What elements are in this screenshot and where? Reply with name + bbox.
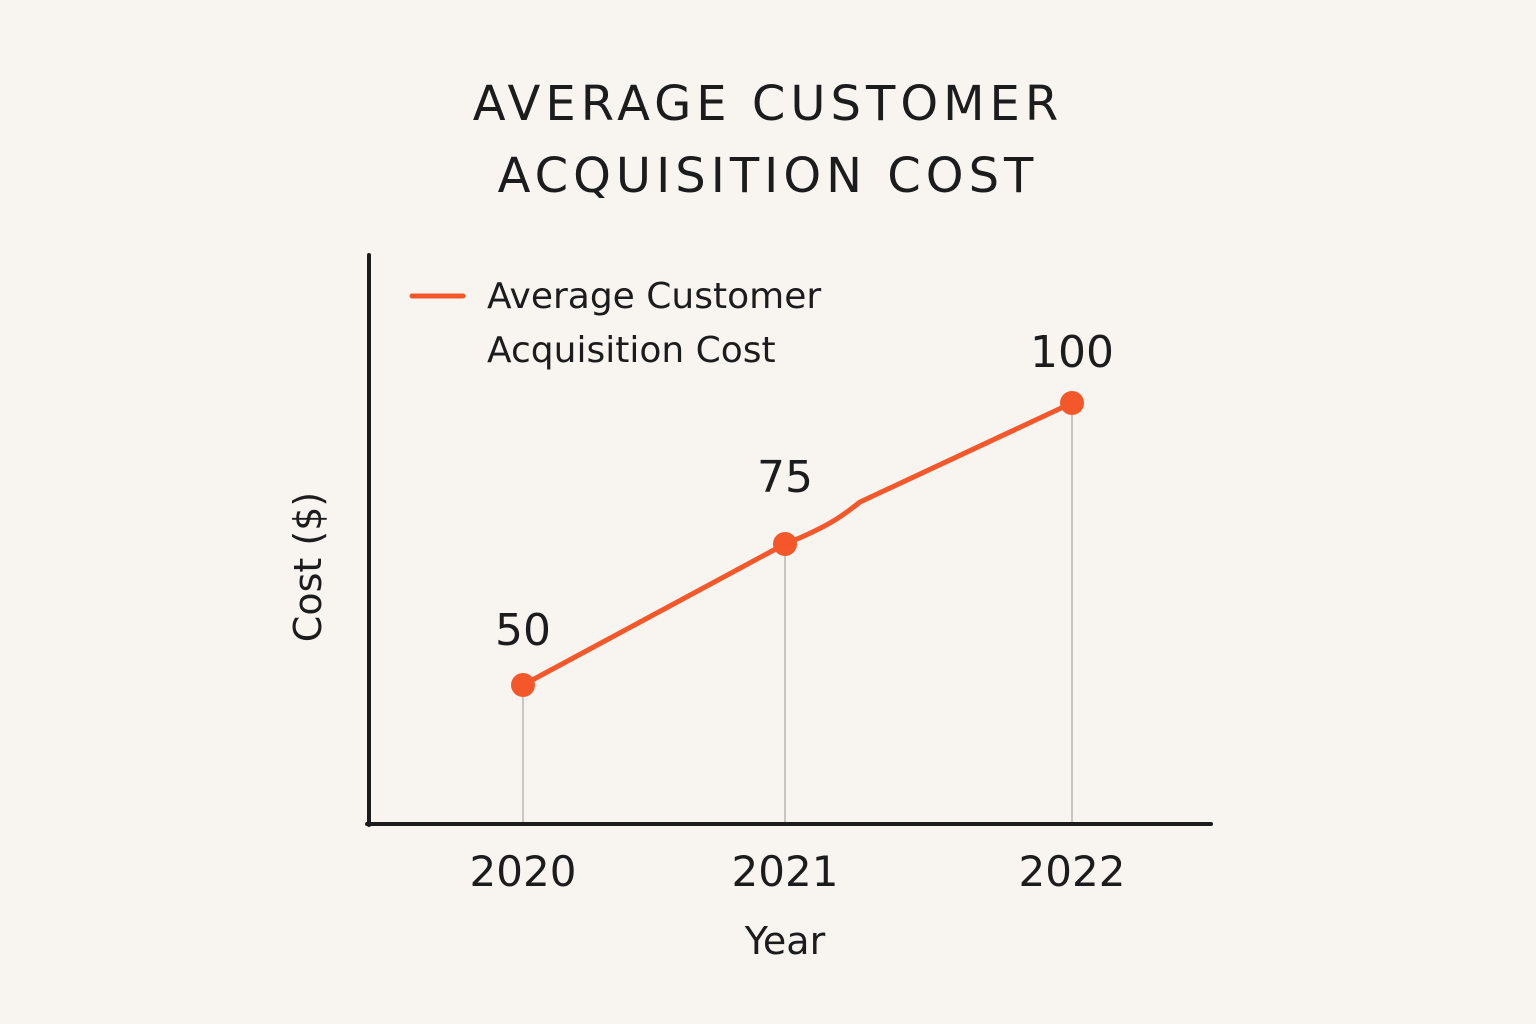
x-tick-label-2022: 2022	[1019, 847, 1126, 896]
data-point-2020	[511, 673, 535, 697]
data-label-2021: 75	[757, 452, 813, 503]
y-axis-title: Cost ($)	[286, 492, 330, 642]
chart-title: AVERAGE CUSTOMER ACQUISITION COST	[0, 68, 1536, 212]
data-point-2021	[773, 532, 797, 556]
legend-label-line-1: Average Customer	[487, 276, 821, 317]
data-points	[511, 391, 1084, 697]
x-tick-labels: 2020 2021 2022	[470, 847, 1126, 896]
legend: Average Customer Acquisition Cost	[409, 276, 821, 371]
x-tick-label-2020: 2020	[470, 847, 577, 896]
data-label-2022: 100	[1030, 327, 1114, 378]
data-labels: 50 75 100	[495, 327, 1114, 656]
data-point-2022	[1060, 391, 1084, 415]
x-tick-label-2021: 2021	[732, 847, 839, 896]
chart-title-line-1: AVERAGE CUSTOMER	[472, 76, 1064, 132]
series-line	[520, 400, 1075, 688]
guide-lines	[522, 403, 1073, 824]
legend-label-line-2: Acquisition Cost	[487, 330, 776, 371]
x-axis-title: Year	[744, 919, 826, 963]
data-label-2020: 50	[495, 605, 551, 656]
chart-title-line-2: ACQUISITION COST	[497, 148, 1039, 204]
